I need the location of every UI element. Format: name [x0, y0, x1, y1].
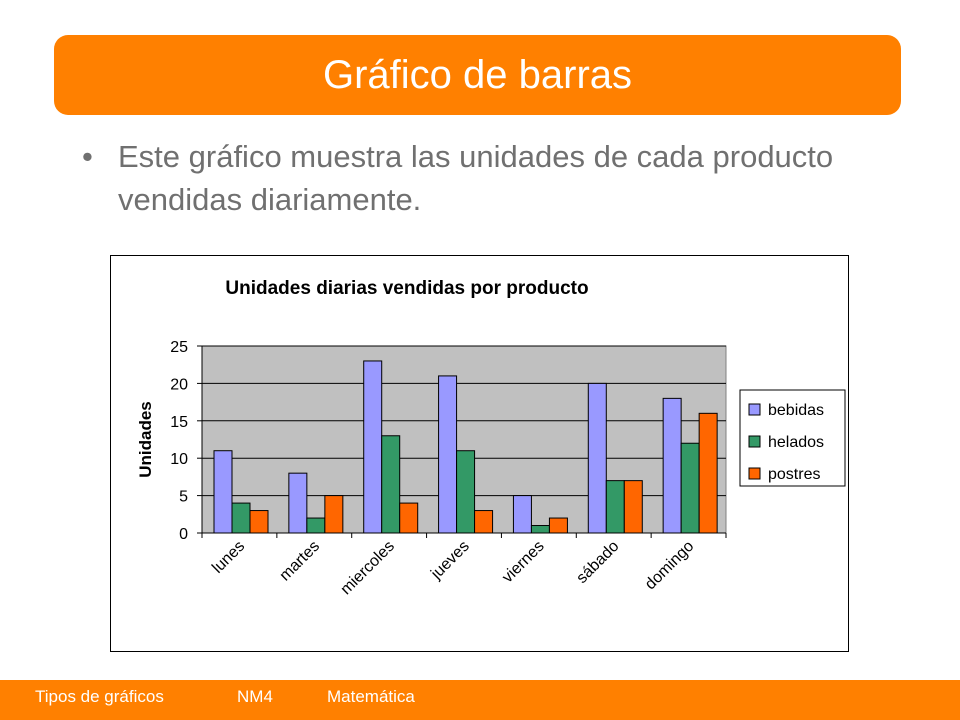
bar-helados-domingo	[680, 442, 700, 534]
y-axis-label: Unidades	[136, 401, 155, 478]
bar-bebidas-lunes	[213, 450, 233, 534]
bullet-dot-icon: •	[82, 139, 93, 174]
bar-postres-domingo	[698, 412, 718, 534]
y-tick-label: 5	[179, 489, 188, 506]
x-tick-label: martes	[277, 538, 324, 585]
footer-subject: Matemática	[327, 687, 415, 706]
bar-helados-viernes	[530, 525, 550, 534]
bar-postres-miercoles	[399, 502, 419, 534]
x-tick-label: viernes	[499, 538, 547, 586]
bar-helados-jueves	[456, 450, 476, 534]
y-tick-label: 15	[170, 414, 188, 431]
y-tick-label: 25	[170, 339, 188, 356]
footer-bar: Tipos de gráficos NM4 Matemática	[0, 680, 960, 720]
bar-bebidas-martes	[288, 472, 308, 534]
bar-postres-viernes	[548, 517, 568, 534]
bar-bebidas-viernes	[512, 495, 532, 534]
bar-bebidas-sábado	[587, 382, 607, 534]
legend-swatch-helados	[748, 435, 761, 448]
bar-bebidas-domingo	[662, 397, 682, 534]
bar-bebidas-miercoles	[363, 360, 383, 534]
bar-postres-sábado	[623, 480, 643, 534]
legend-swatch-postres	[748, 467, 761, 480]
legend-swatch-bebidas	[748, 403, 761, 416]
bar-postres-lunes	[249, 510, 269, 534]
bar-helados-martes	[306, 517, 326, 534]
x-tick-label: jueves	[427, 538, 472, 583]
y-tick-label: 0	[179, 526, 188, 543]
footer-level: NM4	[237, 687, 273, 706]
y-tick-label: 10	[170, 451, 188, 468]
bar-helados-miercoles	[381, 435, 401, 534]
chart-title: Unidades diarias vendidas por producto	[225, 278, 588, 299]
legend-label-postres: postres	[768, 466, 820, 483]
legend-label-bebidas: bebidas	[768, 402, 824, 419]
x-tick-label: domingo	[642, 538, 697, 593]
y-tick-label: 20	[170, 376, 188, 393]
legend-label-helados: helados	[768, 434, 824, 451]
bar-helados-sábado	[605, 480, 625, 534]
chart-frame: Unidades diarias vendidas por producto 0 5…	[110, 255, 849, 652]
bar-bebidas-jueves	[438, 375, 458, 534]
x-tick-label: sábado	[573, 538, 622, 587]
bar-postres-jueves	[474, 510, 494, 534]
x-tick-label: lunes	[209, 538, 248, 577]
footer-topic: Tipos de gráficos	[35, 687, 164, 706]
bar-helados-lunes	[231, 502, 251, 534]
bullet-text: Este gráfico muestra las unidades de cad…	[118, 139, 834, 217]
title-bar: Gráfico de barras	[54, 35, 901, 115]
slide-title: Gráfico de barras	[322, 52, 633, 97]
bar-postres-martes	[324, 495, 344, 534]
bar-chart: Unidades diarias vendidas por producto 0 5…	[136, 278, 846, 598]
x-tick-label: miercoles	[338, 538, 398, 598]
